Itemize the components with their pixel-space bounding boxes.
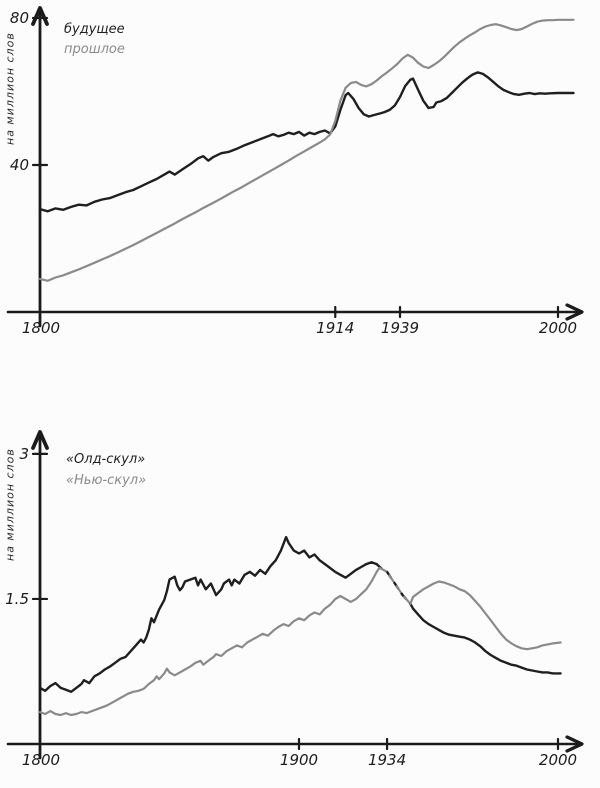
legend-item-future: будущее	[64, 20, 125, 40]
future-past-frequency-x-tick-label-1914: 1914	[316, 319, 354, 337]
oldschool-newschool-frequency-x-tick-label-2000: 2000	[539, 751, 577, 769]
legend-bottom-chart: «Олд-скул» «Нью-скул»	[66, 449, 146, 491]
series-future-line	[38, 71, 575, 213]
series-new-school-line	[378, 566, 412, 605]
series-past-line	[38, 18, 575, 282]
y-axis-label-top: на миллион слов	[3, 32, 17, 146]
legend-item-past: прошлое	[64, 40, 125, 60]
future-past-frequency-y-tick-label-40: 40	[10, 156, 29, 174]
oldschool-newschool-frequency-x-tick-label-1800: 1800	[22, 751, 60, 769]
oldschool-newschool-frequency-x-tick-label-1934: 1934	[368, 751, 406, 769]
series-old-school-line	[409, 602, 562, 675]
legend-label-old-school: «Олд-скул»	[66, 452, 146, 467]
oldschool-newschool-frequency-y-tick-label-3: 3	[19, 445, 29, 463]
future-past-frequency-y-tick-label-80: 80	[10, 9, 29, 27]
legend-item-new-school: «Нью-скул»	[66, 470, 146, 491]
oldschool-newschool-frequency-x-axis-arrow-icon	[565, 735, 584, 753]
oldschool-newschool-frequency-y-tick-label-1.5: 1.5	[5, 590, 29, 608]
series-new-school-line	[38, 566, 381, 717]
legend-label-new-school: «Нью-скул»	[66, 473, 147, 488]
future-past-frequency-x-tick-label-2000: 2000	[539, 319, 577, 337]
oldschool-newschool-frequency-y-axis-arrow-icon	[31, 430, 49, 450]
future-past-frequency-x-axis-arrow-icon	[565, 303, 584, 321]
y-axis-label-bottom: на миллион слов	[3, 448, 17, 562]
future-past-frequency-x-tick-label-1939: 1939	[381, 319, 419, 337]
oldschool-newschool-frequency-x-tick-label-1900: 1900	[280, 751, 318, 769]
future-past-frequency-chart: 1800 1914 1939 2000 40 80	[6, 6, 584, 337]
legend-label-past: прошлое	[64, 42, 125, 57]
series-new-school-line	[409, 580, 562, 651]
future-past-frequency-x-tick-label-1800: 1800	[22, 319, 60, 337]
legend-item-old-school: «Олд-скул»	[66, 449, 146, 470]
oldschool-newschool-frequency-chart: 1800 1900 1934 2000 1.5 3	[5, 430, 584, 769]
legend-top-chart: будущее прошлое	[64, 20, 125, 60]
series-old-school-line	[38, 535, 378, 693]
legend-label-future: будущее	[64, 22, 125, 37]
